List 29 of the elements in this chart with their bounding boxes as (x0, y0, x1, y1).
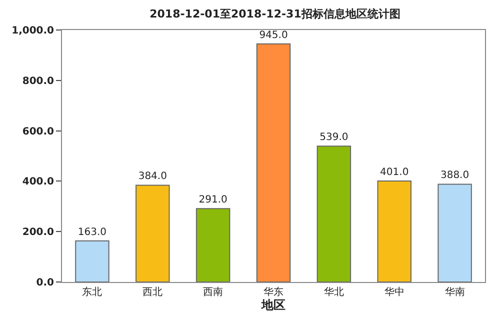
data-label: 401.0 (380, 166, 409, 178)
chart-title: 2018-12-01至2018-12-31招标信息地区统计图 (150, 7, 400, 20)
data-label: 163.0 (78, 226, 107, 238)
x-tick-label: 东北 (82, 286, 102, 298)
x-tick-label: 华北 (324, 286, 344, 298)
x-tick-label: 华东 (264, 286, 284, 298)
data-label: 388.0 (440, 170, 470, 182)
x-tick-label: 西北 (142, 286, 163, 298)
bar (196, 208, 230, 282)
data-label: 539.0 (320, 132, 348, 144)
x-tick-label: 华南 (444, 286, 465, 298)
bar (377, 180, 412, 282)
bar (75, 240, 110, 282)
y-tick-label: 400.0 (22, 176, 54, 188)
y-tick-label: 800.0 (22, 76, 54, 87)
bar (136, 184, 170, 282)
data-label: 945.0 (259, 30, 288, 41)
x-tick-label: 西南 (203, 286, 224, 298)
y-tick-label: 600.0 (22, 126, 54, 138)
data-label: 291.0 (198, 194, 228, 206)
x-axis-title: 地区 (260, 298, 286, 312)
data-label: 384.0 (138, 171, 167, 182)
bar (256, 43, 291, 282)
bar (316, 146, 352, 282)
y-tick-label: 0.0 (36, 278, 54, 288)
y-tick-label: 1,000.0 (12, 26, 54, 36)
bar (438, 184, 472, 282)
x-tick-label: 华中 (384, 286, 404, 298)
y-tick-label: 200.0 (22, 227, 54, 238)
